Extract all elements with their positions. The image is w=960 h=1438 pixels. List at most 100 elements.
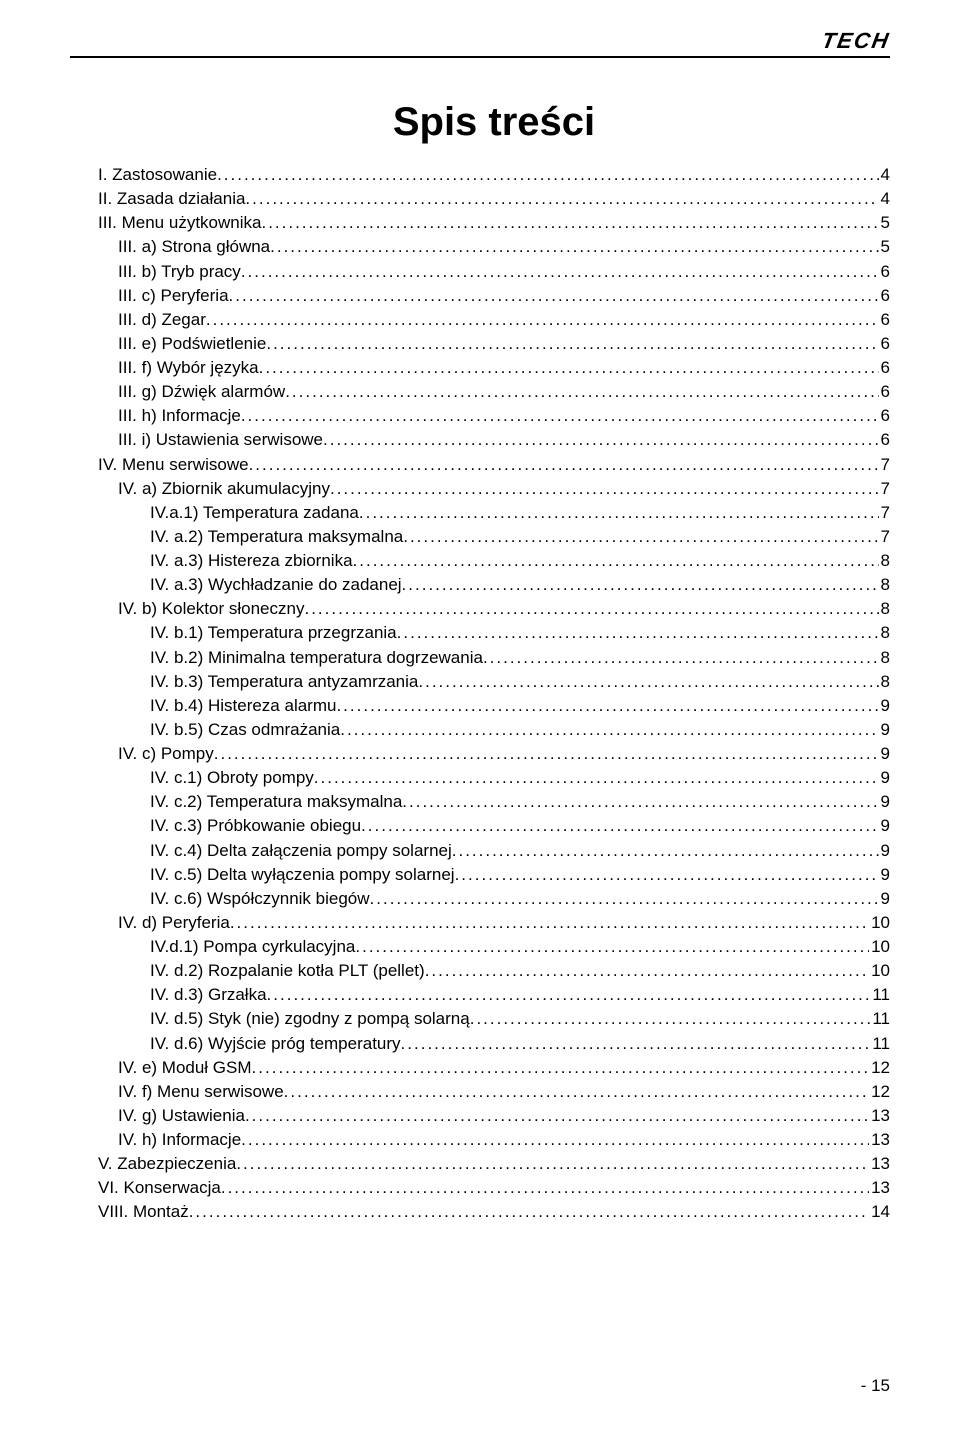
toc-label: III. g) Dźwięk alarmów (118, 380, 285, 404)
toc-leader-dots (361, 814, 878, 838)
toc-label: IV. b.3) Temperatura antyzamrzania (150, 670, 418, 694)
toc-row: III. e) Podświetlenie6 (98, 332, 890, 356)
toc-leader-dots (425, 959, 869, 983)
table-of-contents: I. Zastosowanie4II. Zasada działania4III… (98, 163, 890, 1225)
toc-label: IV. b.2) Minimalna temperatura dogrzewan… (150, 646, 483, 670)
toc-page-number: 9 (879, 863, 890, 887)
toc-leader-dots (270, 235, 878, 259)
toc-label: IV. c) Pompy (118, 742, 214, 766)
toc-leader-dots (359, 501, 879, 525)
toc-page-number: 7 (879, 477, 890, 501)
toc-row: IV. c.1) Obroty pompy9 (98, 766, 890, 790)
toc-label: IV. a.3) Histereza zbiornika (150, 549, 353, 573)
toc-row: IV. a.2) Temperatura maksymalna 7 (98, 525, 890, 549)
toc-label: III. Menu użytkownika (98, 211, 261, 235)
toc-leader-dots (252, 1056, 870, 1080)
toc-page-number: 8 (879, 646, 890, 670)
toc-leader-dots (336, 694, 878, 718)
toc-page-number: 6 (879, 428, 890, 452)
toc-leader-dots (470, 1007, 871, 1031)
toc-page-number: 13 (869, 1128, 890, 1152)
toc-row: II. Zasada działania 4 (98, 187, 890, 211)
toc-page-number: 6 (879, 380, 890, 404)
header-divider (70, 56, 890, 58)
toc-leader-dots (452, 839, 879, 863)
toc-page-number: 14 (869, 1200, 890, 1224)
toc-leader-dots (245, 1104, 869, 1128)
toc-label: IV. f) Menu serwisowe (118, 1080, 284, 1104)
toc-row: IV. Menu serwisowe7 (98, 453, 890, 477)
toc-row: IV. c.5) Delta wyłączenia pompy solarnej… (98, 863, 890, 887)
toc-label: IV. b.1) Temperatura przegrzania (150, 621, 397, 645)
toc-row: IV. d.6) Wyjście próg temperatury 11 (98, 1032, 890, 1056)
toc-row: IV. a.3) Histereza zbiornika 8 (98, 549, 890, 573)
toc-page-number: 9 (879, 839, 890, 863)
toc-leader-dots (230, 911, 869, 935)
toc-leader-dots (285, 380, 878, 404)
toc-row: IV. d.5) Styk (nie) zgodny z pompą solar… (98, 1007, 890, 1031)
toc-label: IV. b.5) Czas odmrażania (150, 718, 340, 742)
toc-leader-dots (229, 284, 879, 308)
toc-leader-dots (221, 1176, 869, 1200)
toc-row: IV. c.3) Próbkowanie obiegu 9 (98, 814, 890, 838)
toc-label: IV. a) Zbiornik akumulacyjny (118, 477, 330, 501)
toc-page-number: 8 (879, 621, 890, 645)
toc-page-number: 9 (879, 766, 890, 790)
toc-label: IV. d.6) Wyjście próg temperatury (150, 1032, 401, 1056)
toc-row: IV. d) Peryferia10 (98, 911, 890, 935)
toc-row: IV. c.6) Współczynnik biegów9 (98, 887, 890, 911)
toc-page-number: 7 (879, 525, 890, 549)
toc-label: IV. c.3) Próbkowanie obiegu (150, 814, 361, 838)
toc-row: IV.a.1) Temperatura zadana7 (98, 501, 890, 525)
page-number: - 15 (861, 1376, 890, 1396)
toc-page-number: 11 (870, 1007, 890, 1031)
toc-label: IV. b) Kolektor słoneczny (118, 597, 304, 621)
toc-leader-dots (402, 790, 878, 814)
toc-leader-dots (284, 1080, 869, 1104)
toc-label: IV. a.2) Temperatura maksymalna (150, 525, 403, 549)
toc-row: III. a) Strona główna5 (98, 235, 890, 259)
toc-leader-dots (418, 670, 878, 694)
toc-leader-dots (206, 308, 879, 332)
toc-row: IV. c) Pompy9 (98, 742, 890, 766)
toc-page-number: 13 (869, 1176, 890, 1200)
toc-label: III. c) Peryferia (118, 284, 229, 308)
toc-page-number: 8 (879, 549, 890, 573)
toc-page-number: 11 (870, 1032, 890, 1056)
toc-leader-dots (245, 187, 878, 211)
toc-row: III. i) Ustawienia serwisowe6 (98, 428, 890, 452)
toc-page-number: 9 (879, 887, 890, 911)
toc-page-number: 9 (879, 718, 890, 742)
toc-page-number: 6 (879, 404, 890, 428)
toc-label: III. h) Informacje (118, 404, 241, 428)
toc-leader-dots (259, 356, 879, 380)
toc-label: IV. Menu serwisowe (98, 453, 249, 477)
toc-row: IV. a.3) Wychładzanie do zadanej8 (98, 573, 890, 597)
toc-page-number: 6 (879, 260, 890, 284)
toc-label: IV. e) Moduł GSM (118, 1056, 252, 1080)
toc-leader-dots (355, 935, 869, 959)
toc-label: III. f) Wybór języka (118, 356, 259, 380)
toc-label: II. Zasada działania (98, 187, 245, 211)
toc-page-number: 12 (869, 1080, 890, 1104)
toc-label: IV. c.2) Temperatura maksymalna (150, 790, 402, 814)
toc-leader-dots (241, 260, 879, 284)
toc-page-number: 4 (879, 187, 890, 211)
toc-row: IV. b.1) Temperatura przegrzania 8 (98, 621, 890, 645)
toc-label: IV.a.1) Temperatura zadana (150, 501, 359, 525)
toc-page-number: 11 (870, 983, 890, 1007)
toc-page-number: 10 (869, 911, 890, 935)
toc-label: IV.d.1) Pompa cyrkulacyjna (150, 935, 355, 959)
toc-page-number: 9 (879, 694, 890, 718)
toc-page-number: 8 (879, 573, 890, 597)
toc-row: III. f) Wybór języka6 (98, 356, 890, 380)
toc-leader-dots (401, 1032, 871, 1056)
toc-page-number: 9 (879, 814, 890, 838)
toc-label: III. a) Strona główna (118, 235, 270, 259)
toc-page-number: 6 (879, 308, 890, 332)
toc-row: III. c) Peryferia6 (98, 284, 890, 308)
toc-row: IV. e) Moduł GSM12 (98, 1056, 890, 1080)
page-title: Spis treści (98, 100, 890, 145)
toc-leader-dots (370, 887, 879, 911)
toc-leader-dots (330, 477, 879, 501)
